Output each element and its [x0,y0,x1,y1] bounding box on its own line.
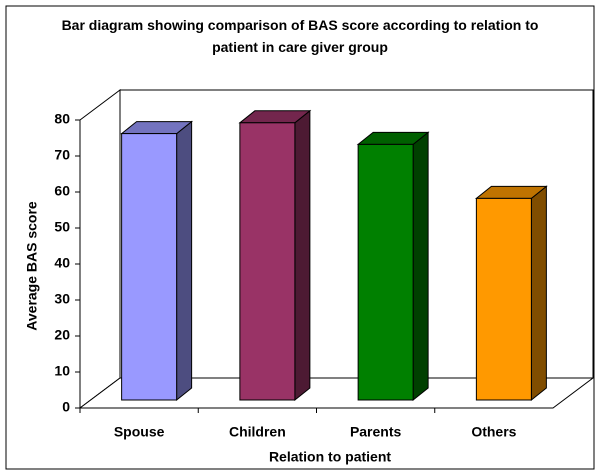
y-tick-label: 80 [54,111,70,127]
y-tick-label: 0 [62,399,70,415]
x-tick-label: Parents [350,424,402,440]
bar [357,143,414,401]
bar-side [176,120,193,402]
y-tick-label: 40 [54,255,70,271]
y-tick-label: 70 [54,147,70,163]
x-axis-label: Relation to patient [269,449,391,465]
side-wall [79,89,121,409]
floor [78,377,595,409]
y-axis-label: Average BAS score [24,201,40,331]
bar [239,122,296,401]
y-tick-label: 20 [54,327,70,343]
y-tick-label: 30 [54,291,70,307]
bar-side [530,185,547,402]
bar [121,133,178,401]
x-tick-label: Spouse [114,424,165,440]
x-tick-label: Others [471,424,516,440]
y-tick-label: 10 [54,363,70,379]
bar-side [412,131,429,402]
x-tick-label: Children [229,424,286,440]
y-tick-label: 60 [54,183,70,199]
y-tick-label: 50 [54,219,70,235]
chart-title: Bar diagram showing comparison of BAS sc… [61,17,539,55]
bar [475,197,532,401]
bar-side [294,109,311,402]
